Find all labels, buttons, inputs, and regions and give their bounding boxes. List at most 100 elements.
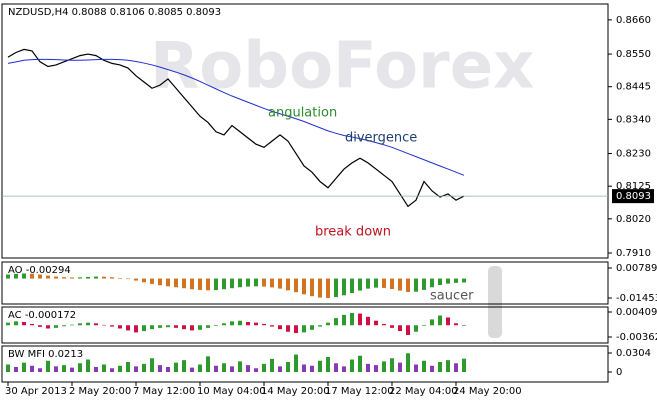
annotation: break down — [315, 225, 391, 240]
histogram-bar — [350, 359, 354, 372]
histogram-bar — [62, 277, 66, 279]
histogram-bar — [30, 273, 34, 279]
histogram-bar — [86, 322, 90, 326]
watermark: RoboForex — [150, 30, 534, 104]
histogram-bar — [358, 313, 362, 326]
histogram-bar — [54, 276, 58, 279]
histogram-bar — [246, 322, 250, 326]
panel-title: AO -0.00294 — [8, 265, 71, 276]
histogram-bar — [270, 278, 274, 288]
panel-frame — [1, 3, 609, 259]
histogram-bar — [214, 365, 218, 372]
histogram-bar — [6, 274, 10, 279]
histogram-bar — [38, 368, 42, 372]
histogram-bar — [406, 353, 410, 372]
histogram-bar — [310, 325, 314, 330]
histogram-bar — [38, 274, 42, 279]
panel-frame — [1, 306, 609, 344]
histogram-bar — [246, 365, 250, 372]
histogram-bar — [118, 365, 122, 372]
histogram-bar — [30, 323, 34, 326]
histogram-bar — [62, 325, 66, 327]
histogram-bar — [230, 366, 234, 372]
histogram-bar — [86, 276, 90, 279]
histogram-bar — [278, 278, 282, 289]
histogram-bar — [182, 325, 186, 330]
histogram-bar — [446, 360, 450, 372]
y-tick-label: 0.8230 — [616, 149, 651, 160]
histogram-bar — [206, 356, 210, 372]
histogram-bar — [22, 273, 26, 279]
y-tick-label: 0.8445 — [616, 82, 651, 93]
histogram-bar — [262, 323, 266, 326]
histogram-bar — [118, 278, 122, 279]
price-line — [7, 48, 465, 208]
histogram-bar — [110, 325, 114, 327]
histogram-bar — [70, 324, 74, 326]
histogram-bar — [166, 278, 170, 287]
histogram-bar — [302, 364, 306, 372]
histogram-bar — [382, 361, 386, 372]
histogram-bar — [14, 367, 18, 372]
annotation: saucer — [430, 289, 474, 304]
histogram-bar — [358, 278, 362, 291]
histogram-bar — [358, 355, 362, 372]
histogram-bar — [294, 325, 298, 334]
histogram-bar — [422, 325, 426, 326]
y-tick-label: 0.0304 — [616, 348, 651, 359]
histogram-bar — [30, 365, 34, 372]
histogram-bar — [350, 312, 354, 326]
y-tick-label: 0.00409 — [616, 307, 657, 318]
histogram-bar — [174, 278, 178, 288]
histogram-bar — [446, 278, 450, 284]
histogram-bar — [46, 325, 50, 329]
histogram-bar — [206, 278, 210, 291]
histogram-bar — [366, 363, 370, 372]
histogram-bar — [438, 278, 442, 285]
histogram-bar — [158, 278, 162, 286]
histogram-bar — [294, 278, 298, 293]
histogram-bar — [102, 364, 106, 372]
histogram-bar — [126, 362, 130, 372]
histogram-bar — [230, 321, 234, 326]
histogram-bar — [254, 368, 258, 372]
histogram-bar — [78, 277, 82, 279]
histogram-bar — [102, 324, 106, 326]
histogram-bar — [454, 323, 458, 326]
histogram-bar — [382, 278, 386, 288]
histogram-bar — [446, 317, 450, 326]
histogram-bar — [110, 368, 114, 372]
histogram-bar — [94, 323, 98, 326]
histogram-bar — [438, 362, 442, 372]
panel-title: BW MFI 0.0213 — [8, 349, 83, 360]
histogram-bar — [254, 322, 258, 326]
histogram-bar — [390, 358, 394, 372]
histogram-bar — [174, 362, 178, 372]
histogram-bar — [134, 325, 138, 333]
histogram-bar — [326, 357, 330, 372]
histogram-bar — [94, 367, 98, 372]
histogram-bar — [22, 322, 26, 326]
histogram-bar — [150, 325, 154, 330]
histogram-bar — [238, 361, 242, 372]
current-price-label: 0.8093 — [616, 191, 651, 202]
histogram-bar — [38, 325, 42, 327]
histogram-bar — [398, 362, 402, 372]
histogram-bar — [398, 278, 402, 291]
histogram-bar — [430, 319, 434, 326]
y-tick-label: 0.8550 — [616, 49, 651, 60]
histogram-bar — [462, 325, 466, 326]
panel-title: AC -0.000172 — [8, 310, 76, 321]
x-tick-label: 30 Apr 2013 — [5, 386, 67, 397]
histogram-bar — [86, 359, 90, 372]
histogram-bar — [326, 278, 330, 298]
histogram-bar — [414, 325, 418, 332]
histogram-bar — [286, 325, 290, 332]
histogram-bar — [198, 278, 202, 290]
histogram-bar — [62, 365, 66, 372]
histogram-bar — [190, 325, 194, 331]
histogram-bar — [326, 322, 330, 326]
histogram-bar — [166, 367, 170, 372]
histogram-bar — [150, 278, 154, 284]
histogram-bar — [414, 364, 418, 372]
